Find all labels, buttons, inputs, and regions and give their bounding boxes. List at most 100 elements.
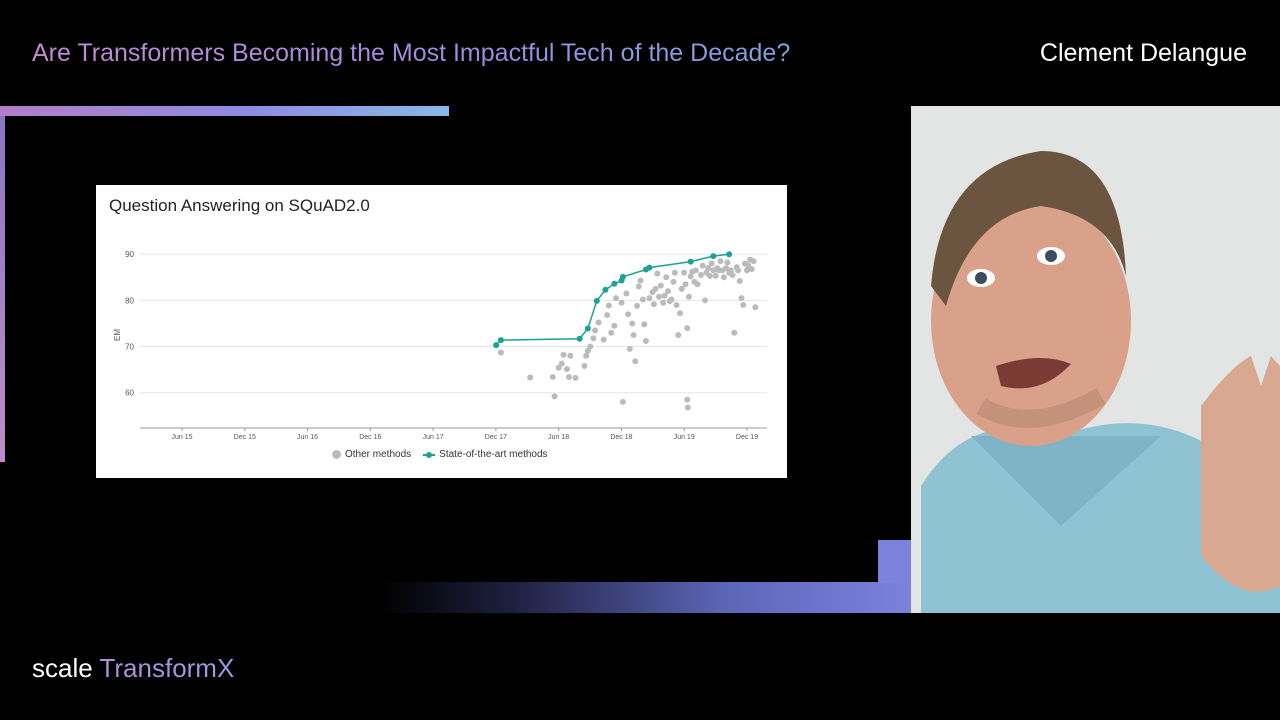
other-method-point <box>555 364 562 371</box>
x-tick-label: Dec 19 <box>736 434 758 441</box>
other-method-point <box>608 329 615 336</box>
talk-title: Are Transformers Becoming the Most Impac… <box>32 36 790 70</box>
other-method-point <box>657 282 664 289</box>
other-method-point <box>661 292 668 299</box>
chart-card: 60 70 80 90 Jun 15 Dec 15 Jun 16 Dec 16 Jun 17 De… <box>96 185 787 478</box>
other-method-point <box>560 351 567 358</box>
other-method-point <box>565 374 572 380</box>
y-tick-label: 60 <box>125 389 134 398</box>
top-accent-bar <box>0 106 449 116</box>
other-method-point <box>708 260 715 267</box>
other-method-point <box>673 302 680 308</box>
other-method-point <box>735 267 742 274</box>
other-method-point <box>646 295 653 302</box>
other-method-point <box>595 319 602 326</box>
sota-point <box>619 273 626 280</box>
other-method-point <box>629 320 636 327</box>
sota-point <box>687 258 694 265</box>
chart-legend: Other methods State-of-the-art methods <box>332 449 554 460</box>
other-method-point <box>671 269 678 276</box>
other-method-point <box>632 358 639 365</box>
x-tick-label: Dec 18 <box>610 434 632 441</box>
other-method-point <box>729 272 736 278</box>
other-method-point <box>717 258 724 265</box>
other-method-point <box>685 293 692 300</box>
legend-other: Other methods <box>332 449 411 460</box>
other-method-point <box>619 398 626 405</box>
other-method-point <box>752 304 759 311</box>
other-method-point <box>527 374 534 381</box>
other-method-point <box>639 296 646 303</box>
x-tick-label: Jun 19 <box>674 434 695 441</box>
sota-point <box>602 286 609 293</box>
sota-point <box>497 337 504 344</box>
accent-block <box>878 540 911 583</box>
other-method-point <box>581 362 588 369</box>
other-method-point <box>551 393 558 400</box>
other-method-point <box>684 396 691 403</box>
other-method-point <box>654 270 661 277</box>
other-method-point <box>668 296 675 303</box>
other-method-point <box>723 265 730 272</box>
sota-point <box>584 325 591 332</box>
other-method-point <box>587 343 594 350</box>
sota-point <box>726 251 733 258</box>
other-method-point <box>720 274 727 281</box>
other-method-point <box>623 290 630 297</box>
other-method-point <box>736 278 743 284</box>
y-axis-label: EM <box>113 329 122 341</box>
speaker-video <box>911 106 1280 613</box>
other-method-point <box>630 332 637 338</box>
logo-scale: scale <box>32 653 93 683</box>
bottom-accent-bar <box>380 582 911 613</box>
other-method-point <box>727 267 734 274</box>
other-method-point <box>635 283 642 290</box>
other-method-point <box>590 335 597 342</box>
other-method-point <box>697 272 704 278</box>
y-tick-label: 80 <box>125 296 134 305</box>
other-method-point <box>600 336 607 343</box>
other-method-point <box>705 265 712 272</box>
other-method-point <box>684 404 691 411</box>
other-method-point <box>748 266 755 272</box>
x-tick-label: Jun 15 <box>171 434 192 441</box>
other-method-point <box>611 322 618 329</box>
other-method-point <box>558 360 565 367</box>
other-method-point <box>684 325 691 332</box>
logo-transformx: TransformX <box>99 653 235 683</box>
sota-point <box>593 297 600 304</box>
other-method-point <box>731 329 738 336</box>
other-method-point <box>687 273 694 280</box>
other-method-point <box>724 259 731 266</box>
y-tick-label: 70 <box>125 343 134 352</box>
other-method-point <box>738 295 745 302</box>
other-method-point <box>660 299 667 306</box>
sota-point <box>576 335 583 342</box>
x-tick-label: Jun 18 <box>548 434 569 441</box>
other-method-point <box>567 352 574 359</box>
x-tick-label: Dec 16 <box>359 434 381 441</box>
other-method-point <box>549 374 556 380</box>
other-method-point <box>604 312 611 319</box>
other-method-point <box>740 302 747 308</box>
other-method-point <box>670 278 677 285</box>
sota-point <box>493 342 500 349</box>
other-method-point <box>699 262 706 269</box>
other-method-point <box>664 288 671 295</box>
other-method-point <box>652 285 659 292</box>
x-tick-label: Dec 15 <box>234 434 256 441</box>
other-method-point <box>744 267 750 274</box>
x-tick-label: Dec 17 <box>485 434 507 441</box>
sota-point <box>611 280 618 287</box>
chart-title: Question Answering on SQuAD2.0 <box>109 196 370 215</box>
other-method-point <box>681 269 688 276</box>
other-method-point <box>663 274 670 281</box>
other-method-point <box>641 321 648 328</box>
other-method-point <box>618 299 625 306</box>
legend-line-icon <box>423 451 436 458</box>
legend-sota-label: State-of-the-art methods <box>439 449 548 460</box>
speaker-portrait <box>911 106 1280 613</box>
other-method-point <box>592 327 599 334</box>
sota-point <box>646 264 653 271</box>
other-method-point <box>497 349 504 356</box>
